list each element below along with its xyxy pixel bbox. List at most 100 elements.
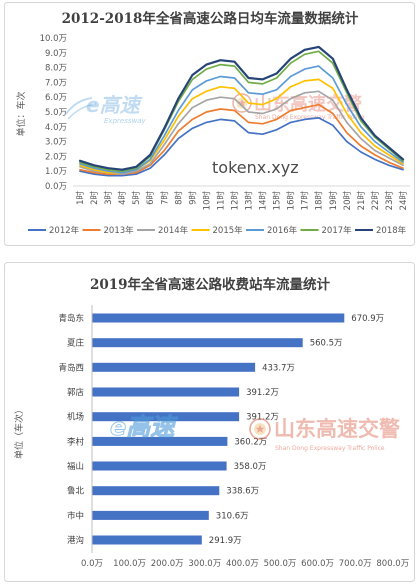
category-label: 青岛西 (58, 362, 84, 373)
bar-row: 市中 310.6万 (67, 510, 249, 521)
chart-title: 2019年全省高速公路收费站车流量统计 (90, 276, 331, 293)
series-lines (78, 45, 405, 177)
x-tick-label: 22时 (370, 191, 381, 211)
series-line-2012 (79, 117, 404, 177)
emblem-ring (249, 418, 271, 440)
watermark-police: 山东高速交警 (254, 93, 362, 115)
category-label: 郭店 (67, 387, 85, 398)
legend-item-2013: 2013年 (82, 225, 135, 236)
x-tick-label: 18时 (314, 191, 325, 211)
bar-value-label: 560.5万 (310, 339, 343, 349)
brand-swoosh-icon (65, 97, 97, 120)
legend-label: 2013年 (104, 225, 135, 236)
x-tick-label: 1时 (75, 191, 86, 205)
x-tick-label: 12时 (230, 191, 241, 211)
category-label: 港沟 (67, 535, 84, 546)
category-label: 福山 (67, 461, 84, 472)
police-emblem-icon (249, 418, 271, 440)
legend-item-2015: 2015年 (191, 225, 243, 236)
y-tick-label: 10.0万 (40, 34, 67, 44)
bar-row: 青岛西 433.7万 (58, 362, 294, 373)
y-tick-labels: 0.0万 1.0万 2.0万 3.0万 4.0万 5.0万 6.0万 7.0万 8.0万 9.0万… (40, 34, 67, 192)
series-line-2018 (78, 45, 405, 171)
bar-row: 李村 360.2万 (67, 436, 267, 447)
x-tick-label: 10时 (201, 191, 212, 211)
bar-value-label: 310.6万 (216, 511, 249, 521)
bar-row: 鲁北 338.6万 (67, 486, 259, 497)
y-tick-label: 3.0万 (45, 138, 67, 148)
line-chart: 2012-2018年全省高速公路日均车流量数据统计 单位：车次 e高速 Expr… (4, 2, 415, 246)
watermark-brand: e高速 (110, 413, 178, 441)
watermark-site: tokenx.xyz (212, 158, 299, 177)
legend: 2012年 2013年 2014年 2015年 2016年 2017年 2018年 (28, 225, 407, 236)
x-tick-labels: 0.0万 100.0万 200.0万 300.0万 400.0万 500.0万 600.0万… (81, 559, 409, 569)
watermark-police: 山东高速交警 (274, 417, 400, 441)
bar-value-label: 360.2万 (234, 437, 267, 447)
bar (92, 338, 303, 348)
legend-item-2014: 2014年 (137, 225, 189, 236)
y-tick-label: 6.0万 (45, 93, 67, 103)
legend-label: 2012年 (49, 225, 80, 236)
x-tick-label: 19时 (328, 191, 339, 211)
bar (92, 535, 202, 545)
bar-value-label: 391.2万 (246, 413, 279, 423)
x-tick-label: 9时 (187, 191, 198, 205)
x-tick-label: 15时 (272, 191, 283, 211)
y-tick-label: 2.0万 (45, 152, 67, 162)
bar (92, 436, 228, 446)
x-tick-label: 400.0万 (226, 559, 259, 569)
x-tick-label: 2时 (89, 191, 100, 205)
category-label: 鲁北 (67, 486, 85, 497)
x-tick-label: 20时 (342, 191, 353, 211)
legend-label: 2014年 (158, 225, 189, 236)
watermark-brand-sub: Expressway (104, 117, 147, 125)
bar-row: 夏庄 560.5万 (67, 338, 343, 349)
legend-item-2017: 2017年 (300, 225, 352, 236)
y-tick-label: 7.0万 (45, 78, 67, 88)
x-tick-label: 7时 (159, 191, 170, 205)
x-tick-label: 700.0万 (339, 559, 372, 569)
legend-item-2018: 2018年 (355, 225, 407, 236)
category-label: 市中 (67, 510, 84, 521)
category-label: 李村 (67, 436, 85, 447)
bar-value-label: 670.9万 (351, 314, 384, 324)
bar-row: 青岛东 670.9万 (58, 313, 384, 324)
x-tick-label: 300.0万 (188, 559, 221, 569)
x-tick-label: 100.0万 (113, 559, 146, 569)
legend-label: 2018年 (376, 225, 407, 236)
x-tick-labels: 1时 2时 3时 4时 5时 6时 7时 8时 9时 10时 11时 12时 13时 14时 15时 16时 1… (75, 191, 409, 211)
chart-title: 2012-2018年全省高速公路日均车流量数据统计 (62, 10, 359, 27)
x-tick-label: 11时 (215, 191, 226, 211)
watermark-logos: e高速 山东高速交警 Shan Dong Expressway Traffic … (110, 413, 400, 452)
bar-row: 港沟 291.9万 (67, 535, 242, 546)
bar-value-label: 291.9万 (209, 536, 242, 546)
category-label: 青岛东 (58, 313, 84, 324)
bar (92, 412, 240, 422)
bar (92, 510, 209, 520)
bar-row: 郭店 391.2万 (67, 387, 279, 398)
y-tick-label: 9.0万 (45, 49, 67, 59)
x-tick-label: 5时 (131, 191, 142, 205)
legend-item-2016: 2016年 (246, 225, 298, 236)
y-tick-label: 5.0万 (45, 108, 67, 118)
watermark-police-sub: Shan Dong Expressway Traffic Police (255, 114, 365, 121)
series-line-2017 (79, 50, 404, 173)
series-line-2016 (79, 65, 404, 174)
bar (92, 387, 240, 397)
y-axis-title: 单位：车次 (15, 91, 27, 136)
bar-value-label: 338.6万 (226, 487, 259, 497)
x-tick-label: 23时 (384, 191, 395, 211)
x-tick-label: 3时 (103, 191, 114, 205)
series-line-2014 (79, 90, 404, 176)
chart-frame (4, 2, 415, 246)
y-tick-label: 4.0万 (45, 123, 67, 133)
x-tick-label: 800.0万 (376, 559, 409, 569)
x-tick-label: 21时 (356, 191, 367, 211)
bar (92, 461, 227, 471)
x-tick-label: 17时 (300, 191, 311, 211)
plot-area: 0.0万 1.0万 2.0万 3.0万 4.0万 5.0万 6.0万 7.0万 8.0万 9.0万… (28, 34, 410, 236)
series-line-2013 (79, 103, 404, 176)
y-tick-label: 1.0万 (45, 167, 67, 177)
bar (92, 486, 220, 496)
